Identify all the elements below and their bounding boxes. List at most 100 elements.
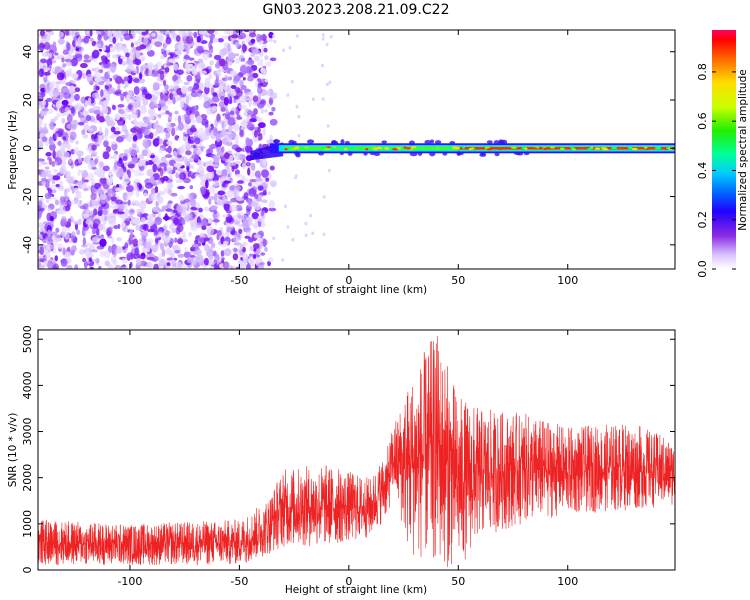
heatmap-cell (240, 57, 246, 62)
heatmap-cell (215, 133, 221, 143)
snr-series-line (38, 335, 675, 568)
heatmap-cell (256, 33, 262, 43)
heatmap-cell (175, 126, 179, 132)
heatmap-cell (282, 48, 286, 53)
heatmap-cell (201, 51, 210, 61)
heatmap-cell (144, 93, 153, 100)
heatmap-cell (229, 96, 233, 105)
signal-hotspot (559, 147, 565, 150)
heatmap-cell (166, 262, 171, 266)
heatmap-cell (72, 39, 76, 48)
heatmap-cell (76, 229, 81, 236)
heatmap-cell (117, 104, 125, 108)
heatmap-cell (218, 58, 226, 67)
signal-fringe (373, 152, 381, 156)
heatmap-cell (119, 120, 124, 125)
heatmap-cell (187, 44, 191, 49)
heatmap-cell (186, 193, 190, 199)
signal-hotspot (436, 147, 440, 150)
heatmap-cell (83, 260, 88, 269)
heatmap-cell (95, 167, 104, 172)
signal-hotspot (602, 148, 609, 151)
heatmap-cell (250, 162, 256, 172)
heatmap-cell (221, 48, 228, 56)
heatmap-cell (106, 52, 111, 58)
heatmap-cell (221, 146, 225, 153)
heatmap-cell (244, 258, 249, 262)
signal-fringe (494, 152, 500, 157)
heatmap-cell (171, 227, 177, 234)
heatmap-cell (260, 78, 265, 84)
heatmap-cell (137, 240, 143, 246)
heatmap-cell (79, 62, 88, 69)
colorbar-label: Normalized spectral amplitude (737, 69, 749, 230)
heatmap-cell (134, 58, 142, 66)
heatmap-cell (127, 113, 132, 121)
heatmap-cell (84, 230, 91, 234)
heatmap-cell (235, 160, 241, 165)
heatmap-cell (190, 198, 197, 207)
heatmap-cell (198, 237, 207, 244)
heatmap-cell (41, 99, 47, 106)
heatmap-cell (138, 159, 144, 167)
heatmap-cell (109, 63, 117, 73)
heatmap-cell (70, 96, 75, 103)
x-tick-label: 50 (451, 575, 465, 588)
heatmap-cell (256, 117, 263, 122)
heatmap-frame (37, 29, 676, 270)
heatmap-cell (176, 204, 183, 213)
heatmap-cell (234, 53, 240, 57)
heatmap-cell (181, 219, 186, 226)
heatmap-cell (162, 175, 169, 182)
heatmap-cell (177, 121, 184, 131)
heatmap-cell (216, 113, 221, 123)
heatmap-cell (135, 95, 141, 102)
heatmap-cell (158, 98, 166, 108)
heatmap-cell (220, 250, 225, 257)
heatmap-cell (123, 76, 130, 82)
heatmap-cell (243, 192, 249, 200)
heatmap-cell (117, 204, 125, 209)
heatmap-cell (124, 68, 133, 73)
heatmap-cell (193, 194, 197, 200)
heatmap-cell (38, 200, 43, 208)
heatmap-cell (38, 68, 45, 77)
heatmap-cell (209, 205, 218, 211)
heatmap-cell (66, 114, 73, 123)
heatmap-cell (207, 217, 212, 224)
heatmap-cell (121, 257, 128, 264)
heatmap-cell (268, 207, 277, 212)
signal-hotspot (524, 147, 528, 150)
heatmap-cell (92, 208, 98, 216)
heatmap-cell (240, 251, 244, 256)
heatmap-cell (91, 200, 99, 206)
heatmap-cell (243, 112, 248, 116)
heatmap-cell (212, 92, 218, 97)
heatmap-cell (178, 167, 183, 174)
heatmap-cell (205, 179, 209, 189)
heatmap-cell (80, 96, 86, 104)
heatmap-cell (47, 238, 53, 243)
heatmap-cell (174, 110, 179, 115)
heatmap-cell (40, 109, 44, 119)
heatmap-cell (247, 59, 254, 66)
heatmap-cell (262, 238, 267, 248)
heatmap-cell (294, 174, 298, 178)
heatmap-cell (207, 125, 212, 129)
heatmap-cell (169, 88, 175, 92)
heatmap-cell (94, 158, 99, 165)
signal-fringe (288, 139, 295, 145)
heatmap-cell (125, 195, 131, 201)
heatmap-cell (54, 116, 59, 121)
signal-fringe (417, 151, 423, 156)
heatmap-cell (135, 50, 141, 59)
heatmap-cell (114, 113, 121, 121)
heatmap-cell (83, 187, 89, 192)
heatmap-cell (64, 170, 71, 179)
heatmap-cell (40, 91, 46, 98)
heatmap-cell (154, 186, 159, 194)
heatmap-cell (251, 211, 260, 220)
heatmap-cell (44, 166, 50, 170)
heatmap-cell (69, 131, 77, 141)
heatmap-x-ticks: -100 -50 0 50 100 (117, 30, 578, 287)
